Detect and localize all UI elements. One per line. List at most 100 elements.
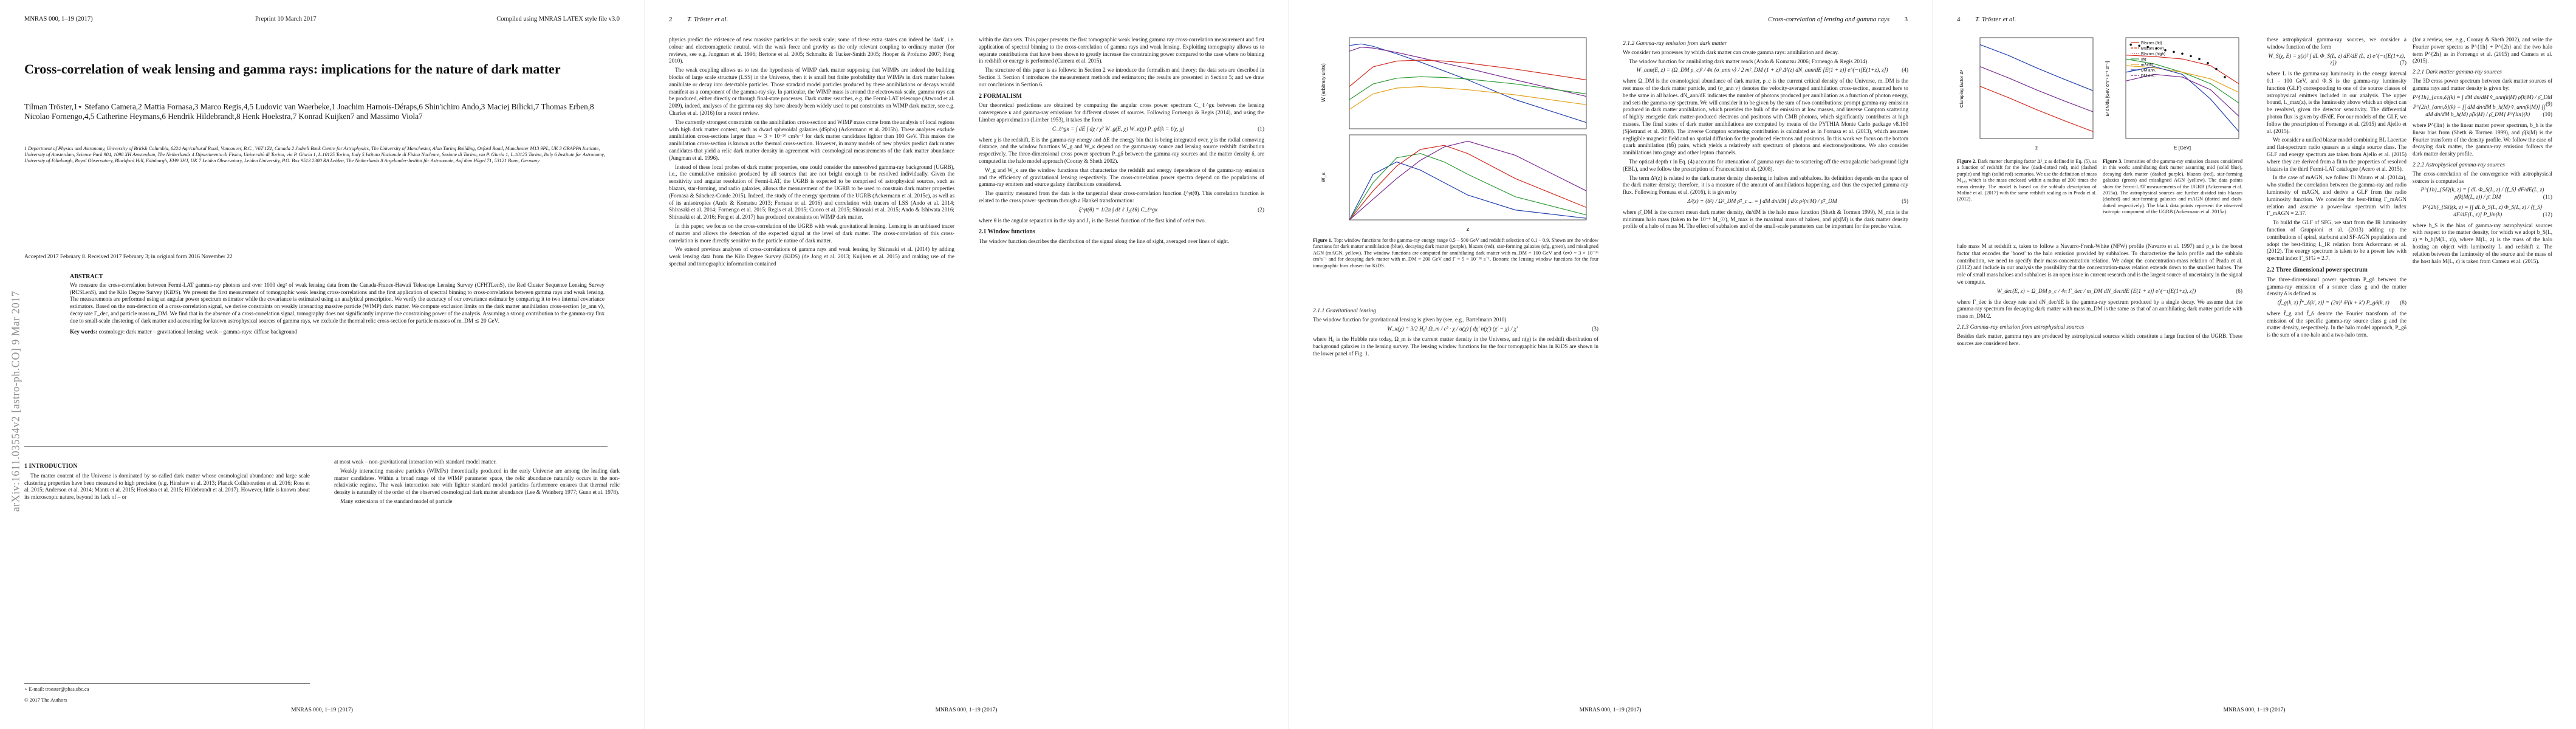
equation-number: (12) <box>2543 211 2552 218</box>
compile-note: Compiled using MNRAS LATEX style file v3… <box>496 16 620 22</box>
subsection-heading: 2.1 Window functions <box>979 228 1035 236</box>
equation-number: (2) <box>1258 207 1264 213</box>
equation: W_dec(E, z) = Ω_DM ρ_c / 4π Γ_dec / m_DM… <box>1957 289 2242 296</box>
paragraph: The optical depth τ in Eq. (4) accounts … <box>1623 158 1908 172</box>
page-number: 3 <box>1904 16 1908 23</box>
fig1-xlabel: z <box>1467 226 1470 232</box>
paragraph: Instead of these local probes of dark ma… <box>669 163 954 221</box>
equation: C_ℓ^gκ = ∫ dE ∫ dχ / χ² W_g(E, χ) W_κ(χ)… <box>979 126 1264 134</box>
paragraph: We consider a unified blazar model combi… <box>2267 137 2406 172</box>
caption-label: Figure 3. <box>2103 159 2123 164</box>
figure-3-caption: Figure 3. Intensities of the gamma-ray e… <box>2103 159 2242 216</box>
paragraph: where ρ̄_DM is the current mean dark mat… <box>1623 208 1908 230</box>
paragraph: The three-dimensional power spectrum P_g… <box>2267 276 2406 297</box>
equation-body: W_dec(E, z) = Ω_DM ρ_c / 4π Γ_dec / m_DM… <box>1996 288 2196 295</box>
series-line-magn <box>2125 65 2239 93</box>
subsection-heading: 2.1.1 Gravitational lensing <box>1313 307 1376 314</box>
series-line-4 <box>1349 86 1587 110</box>
paragraph: In this paper, we focus on the cross-cor… <box>669 222 954 244</box>
equation-number: (5) <box>1902 198 1908 205</box>
paragraph: Many extensions of the standard model of… <box>340 498 453 504</box>
equation-body: C_ℓ^gκ = ∫ dE ∫ dχ / χ² W_g(E, χ) W_κ(χ)… <box>1052 126 1185 132</box>
equation-body: P^{1h}_{Sδ}(k, z) = ∫ dL Φ_S(L, z) / ⟨f_… <box>2420 187 2544 201</box>
equation-number: (1) <box>1258 126 1264 132</box>
paragraph: where P^{lin} is the linear matter power… <box>2413 122 2552 157</box>
author-list: Tilman Tröster,1⋆ Stefano Camera,2 Matti… <box>24 102 594 121</box>
legend-label: sfg <box>2141 58 2146 62</box>
caption-label: Figure 1. <box>1313 238 1333 243</box>
legend-label: DM ann. <box>2141 69 2156 73</box>
legend-label: DM dec. <box>2141 74 2156 78</box>
subsection-heading: 2.1.3 Gamma-ray emission from astrophysi… <box>1957 323 2084 330</box>
legend-label: Blazars (low) <box>2141 47 2164 51</box>
data-point <box>2155 47 2157 50</box>
equation: P^{1h}_{ann,δ}(k) = ∫ dM dn/dM v̂_ann(k|… <box>2413 94 2552 108</box>
figure-2: Clumping factor Δ² z Figure 2. Dark matt… <box>1957 34 2097 203</box>
paragraph: The window function for annihilating dar… <box>1629 58 1868 64</box>
running-title: T. Tröster et al. <box>1975 16 2016 23</box>
copyright: © 2017 The Authors <box>24 697 67 703</box>
page-4: 4 T. Tröster et al. Clumping factor Δ² z… <box>1932 0 2576 729</box>
series-line-dm-ann- <box>2125 66 2239 132</box>
equation: W_S(χ, E) = χ(z)² ∫ dL Φ_S(L, z) dF/dE (… <box>2267 53 2406 68</box>
column-left: 2.1.1 Gravitational lensing The window f… <box>1313 304 1598 360</box>
equation-body: W_κ(χ) = 3/2 H₀² Ω_m / c² · χ / a(χ) ∫ d… <box>1387 326 1518 332</box>
figure-2-plot: Clumping factor Δ² z <box>1959 37 2094 151</box>
caption-text: Top: window functions for the gamma-ray … <box>1313 238 1598 269</box>
equation: ⟨f̂_g(k, z) f̂*_δ(k', z)⟩ = (2π)³ δ³(k +… <box>2267 300 2406 307</box>
equation-body: W_ann(E, z) = (Ω_DM ρ_c)² / 4π ⟨σ_ann v⟩… <box>1636 67 1888 74</box>
fig1-bottom-frame <box>1349 134 1587 221</box>
section-heading: 2 FORMALISM <box>979 92 1022 100</box>
column-right: within the data sets. This paper present… <box>979 36 1264 247</box>
page-1: arXiv:1611.03554v2 [astro-ph.CO] 9 Mar 2… <box>0 0 644 729</box>
fig1-top-frame <box>1349 37 1587 129</box>
fig3-frame <box>2125 37 2239 139</box>
series-line-1 <box>1349 46 1587 97</box>
equation: ξ^γt(θ) = 1/2π ∫ dℓ ℓ J₂(ℓθ) C_ℓ^gκ (2) <box>979 207 1264 214</box>
equation-number: (3) <box>1592 326 1598 332</box>
subsection-heading: 2.2.2 Astrophysical gamma-ray sources <box>2413 161 2505 168</box>
paragraph: The matter content of the Universe is do… <box>24 472 310 501</box>
fig3-ylabel: E² dN/dE [GeV cm⁻² s⁻¹ sr⁻¹] <box>2106 61 2110 117</box>
paragraph: where b_S is the bias of gamma-ray astro… <box>2413 222 2552 264</box>
fig3-legend: Blazars (fid)Blazars (low)Blazars (high)… <box>2131 41 2165 78</box>
caption-text: Dark matter clumping factor Δ²_z as defi… <box>1957 159 2097 202</box>
paragraph: The window function for gravitational le… <box>1313 316 1507 323</box>
paragraph: The 3D cross power spectrum between dark… <box>2413 77 2552 91</box>
arxiv-id: arXiv:1611.03554v2 [astro-ph.CO] 9 Mar 2… <box>9 290 22 512</box>
equation-body: P^{1h}_{ann,δ}(k) = ∫ dM dn/dM v̂_ann(k|… <box>2413 94 2552 101</box>
accepted-line: Accepted 2017 February 8. Received 2017 … <box>24 254 233 260</box>
paragraph: where Ω_DM is the cosmological abundance… <box>1623 78 1908 156</box>
paragraph: where Γ_dec is the decay rate and dN_dec… <box>1957 298 2242 320</box>
page-footer: MNRAS 000, 1–19 (2017) <box>935 707 998 713</box>
paragraph: (for a review, see, e.g., Cooray & Sheth… <box>2413 36 2552 64</box>
series-line-blazars-fid- <box>2125 55 2239 84</box>
keywords-label: Key words: <box>70 328 98 335</box>
equation: P^{2h}_{Sδ}(k, z) = [∫ dL b_S(L, z) Φ_S(… <box>2413 205 2552 219</box>
data-point <box>2224 76 2226 78</box>
data-point <box>2207 62 2209 64</box>
equation-body: ⟨f̂_g(k, z) f̂*_δ(k', z)⟩ = (2π)³ δ³(k +… <box>2277 300 2389 307</box>
arxiv-stamp: arXiv:1611.03554v2 [astro-ph.CO] 9 Mar 2… <box>4 207 22 595</box>
data-point <box>2181 52 2184 55</box>
paragraph: halo mass M at redshift z, taken to foll… <box>1957 243 2242 285</box>
data-point <box>2198 58 2201 60</box>
equation: P^{1h}_{Sδ}(k, z) = ∫ dL Φ_S(L, z) / ⟨f_… <box>2413 187 2553 202</box>
caption-label: Figure 2. <box>1957 159 1977 164</box>
paragraph: To build the GLF of SFG, we start from t… <box>2267 219 2406 262</box>
equation-number: (10) <box>2543 112 2552 118</box>
paragraph: where L is the gamma-ray luminosity in t… <box>2267 70 2406 134</box>
page-footer: MNRAS 000, 1–19 (2017) <box>291 707 353 713</box>
series-line-low <box>1979 86 2094 132</box>
page-number: 2 <box>669 16 673 23</box>
fig2-series <box>1979 44 2094 132</box>
running-title: T. Tröster et al. <box>687 16 728 23</box>
equation: W_κ(χ) = 3/2 H₀² Ω_m / c² · χ / a(χ) ∫ d… <box>1313 326 1598 334</box>
paragraph: physics predict the existence of new mas… <box>669 36 954 64</box>
data-point <box>2146 46 2149 49</box>
figure-3-plot: Blazars (fid)Blazars (low)Blazars (high)… <box>2106 37 2239 151</box>
section-heading: 1 INTRODUCTION <box>24 463 78 470</box>
column-right: 2.1.2 Gamma-ray emission from dark matte… <box>1623 36 1908 232</box>
paragraph: The window function describes the distri… <box>979 238 1230 245</box>
